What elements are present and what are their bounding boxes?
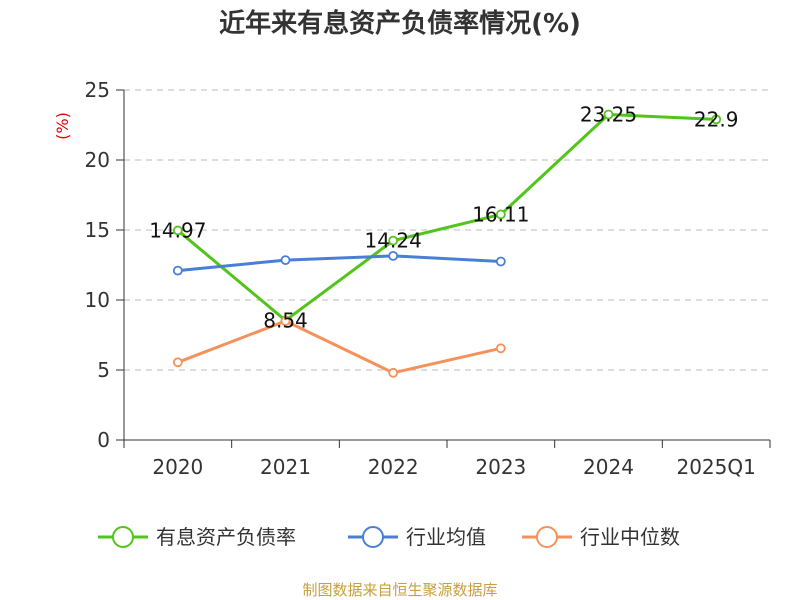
legend-swatch-marker [536, 526, 558, 548]
data-point [388, 250, 399, 261]
x-tick-label: 2023 [475, 455, 526, 479]
legend-label: 有息资产负债率 [156, 525, 296, 549]
data-label: 14.24 [365, 229, 422, 253]
legend-label: 行业中位数 [580, 525, 680, 549]
y-tick-label: 5 [97, 358, 110, 382]
legend-label: 行业均值 [406, 525, 486, 549]
source-note: 制图数据来自恒生聚源数据库 [302, 581, 497, 599]
y-tick-label: 0 [97, 428, 110, 452]
data-point [280, 255, 291, 266]
data-labels: 14.97 8.54 14.24 16.11 23.25 22.9 [149, 103, 738, 333]
series [172, 109, 722, 378]
x-tick-label: 2020 [152, 455, 203, 479]
x-tick-label: 2024 [583, 455, 634, 479]
x-tick-label: 2025Q1 [676, 455, 755, 479]
series-line-2 [177, 319, 502, 375]
data-label: 22.9 [694, 107, 739, 131]
y-tick-label: 25 [85, 78, 110, 102]
grid [124, 89, 770, 371]
data-point [280, 316, 291, 326]
data-label: 23.25 [580, 103, 637, 127]
x-tick-label: 2022 [368, 455, 419, 479]
legend-swatch-marker [362, 526, 384, 548]
data-point [388, 235, 399, 246]
y-unit-label: (%) [53, 112, 72, 140]
y-tick-label: 15 [85, 218, 110, 242]
data-label: 16.11 [472, 202, 529, 226]
data-point [172, 225, 183, 236]
chart-title: 近年来有息资产负债率情况(%) [219, 8, 581, 39]
data-point [172, 357, 183, 368]
data-label: 14.97 [149, 218, 206, 242]
series-line-0 [176, 113, 717, 322]
data-label: 8.54 [263, 308, 308, 332]
data-point [495, 256, 506, 267]
data-point [711, 114, 722, 125]
data-point [388, 367, 399, 378]
series-line-1 [177, 254, 501, 273]
y-tick-label: 20 [85, 148, 110, 172]
data-point [495, 343, 506, 354]
legend-swatch-marker [112, 526, 134, 548]
axes: 0 5 10 15 20 25 2020 2021 2022 2023 2024 2025Q1 [85, 78, 771, 479]
data-point [495, 209, 506, 220]
x-tick-label: 2021 [260, 455, 311, 479]
y-tick-label: 10 [85, 288, 110, 312]
data-point [172, 265, 183, 276]
data-point [603, 109, 614, 120]
legend: 有息资产负债率 行业均值 行业中位数 [98, 525, 680, 549]
